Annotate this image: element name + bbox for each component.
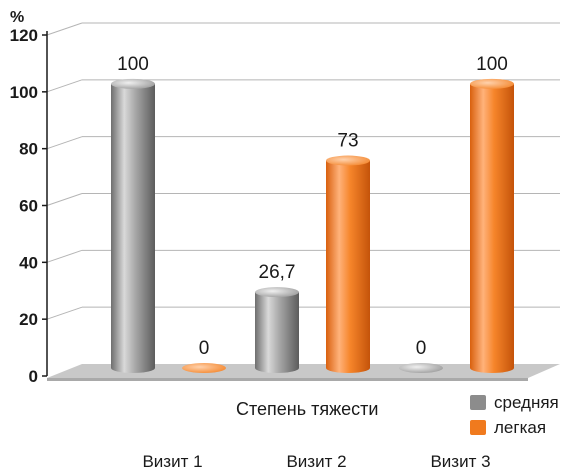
grid-line-diag: [46, 136, 83, 150]
data-labels: 100 0 26,7 73 0 100: [117, 54, 508, 359]
x-axis-title: Степень тяжести: [236, 399, 378, 419]
grid-line-diag: [46, 306, 83, 320]
legend-label: средняя: [494, 393, 559, 412]
bar-cap: [470, 78, 514, 89]
legend-swatch: [470, 420, 486, 435]
bar: [470, 83, 514, 373]
y-tick-label: 60: [19, 197, 38, 216]
category-label: Визит 3: [430, 452, 490, 471]
legend-swatch: [470, 395, 486, 410]
data-label: 73: [337, 131, 358, 152]
bar: [255, 292, 299, 373]
y-tick-label: 0: [29, 367, 38, 386]
bar-cap: [399, 363, 443, 373]
data-label: 0: [416, 338, 427, 359]
bar-cap: [182, 363, 226, 373]
legend: средняя легкая: [470, 393, 559, 437]
data-label: 100: [117, 54, 149, 75]
grid-line-diag: [46, 79, 83, 93]
bar-cap: [326, 155, 370, 166]
y-tick-label: 40: [19, 253, 38, 272]
legend-label: легкая: [494, 418, 546, 437]
category-labels: Визит 1 Визит 2 Визит 3: [142, 452, 490, 471]
bar-cap: [255, 287, 299, 298]
y-tick-label: 80: [19, 140, 38, 159]
floor-edge: [47, 378, 528, 381]
bar: [326, 160, 370, 373]
y-tick-label: 120: [10, 26, 38, 45]
grid-line-diag: [46, 249, 83, 263]
category-label: Визит 2: [286, 452, 346, 471]
bar-cap: [111, 78, 155, 89]
y-tick-label: 100: [10, 83, 38, 102]
grid-line-diag: [46, 22, 83, 36]
data-label: 26,7: [259, 262, 296, 283]
category-label: Визит 1: [142, 452, 202, 471]
bar: [111, 83, 155, 373]
grid-line-diag: [46, 193, 83, 206]
bars: [111, 78, 514, 373]
data-label: 100: [476, 54, 508, 75]
y-axis: 0 20 40 60 80 100 120: [10, 26, 48, 386]
data-label: 0: [199, 338, 210, 359]
y-axis-label: %: [10, 9, 24, 26]
y-tick-label: 20: [19, 310, 38, 329]
